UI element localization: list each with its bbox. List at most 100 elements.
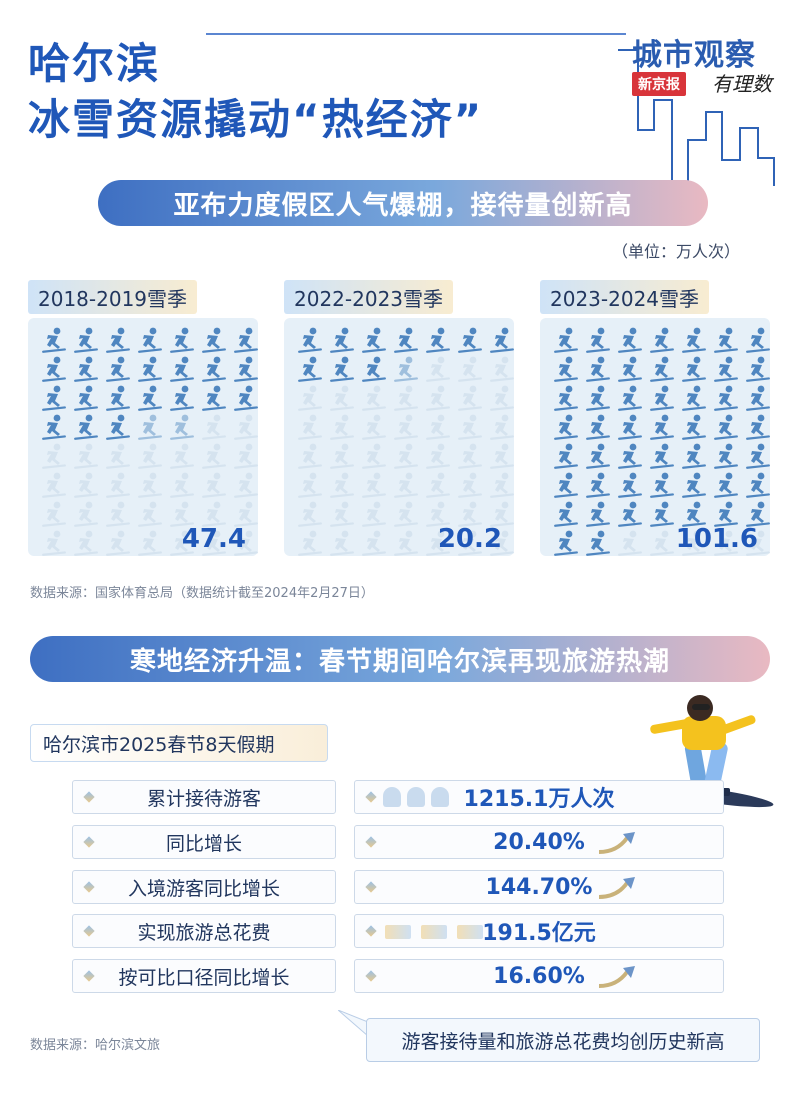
skier-icon xyxy=(360,500,388,528)
person-icon-row xyxy=(383,787,449,807)
skier-icon xyxy=(712,500,740,528)
skier-icon xyxy=(328,529,356,557)
skier-icon xyxy=(488,355,516,383)
skier-icon xyxy=(584,471,612,499)
skier-icon xyxy=(712,384,740,412)
stat-value: 16.60% xyxy=(493,963,585,989)
skier-icon xyxy=(360,529,388,557)
skier-icon xyxy=(168,355,196,383)
page-title-line2: 冰雪资源撬动“热经济” xyxy=(28,95,484,144)
skier-icon xyxy=(456,413,484,441)
stat-label: 入境游客同比增长 xyxy=(127,877,280,900)
skier-icon xyxy=(712,471,740,499)
skier-icon xyxy=(584,413,612,441)
stat-row-label: 入境游客同比增长 xyxy=(72,870,336,904)
skier-icon xyxy=(392,529,420,557)
skier-icon xyxy=(40,529,68,557)
skier-icon xyxy=(328,500,356,528)
skier-icon xyxy=(40,442,68,470)
skier-icon xyxy=(232,529,260,557)
skier-icon xyxy=(552,442,580,470)
skier-icon xyxy=(680,355,708,383)
skier-icon xyxy=(424,326,452,354)
skier-icon xyxy=(488,413,516,441)
skier-icon xyxy=(136,413,164,441)
skier-icon xyxy=(456,355,484,383)
skier-icon xyxy=(712,413,740,441)
skier-icon xyxy=(136,442,164,470)
skier-icon xyxy=(712,529,740,557)
skier-icon xyxy=(744,355,772,383)
skier-icon xyxy=(232,326,260,354)
skier-grid xyxy=(552,326,772,557)
skier-icon xyxy=(648,355,676,383)
skier-icon xyxy=(744,442,772,470)
skier-icon xyxy=(72,413,100,441)
skier-icon xyxy=(296,413,324,441)
trend-up-arrow-icon xyxy=(598,877,635,899)
season-label-2022: 2022-2023雪季 xyxy=(284,280,454,314)
brand-tag: 新京报 xyxy=(632,72,686,96)
skier-icon xyxy=(424,355,452,383)
skier-icon xyxy=(328,384,356,412)
skier-icon xyxy=(296,471,324,499)
stat-value: 191.5亿元 xyxy=(482,921,596,946)
skier-icon xyxy=(200,529,228,557)
skier-icon xyxy=(360,413,388,441)
skier-icon xyxy=(168,442,196,470)
source-note-1: 数据来源：国家体育总局（数据统计截至2024年2月27日） xyxy=(30,586,374,601)
skier-icon xyxy=(136,471,164,499)
skier-icon xyxy=(136,355,164,383)
skier-icon xyxy=(168,471,196,499)
skier-icon xyxy=(328,413,356,441)
skier-icon xyxy=(424,529,452,557)
skier-icon xyxy=(456,500,484,528)
skier-icon xyxy=(648,500,676,528)
trend-up-arrow-icon xyxy=(598,966,635,988)
skier-icon xyxy=(232,471,260,499)
skier-icon xyxy=(744,413,772,441)
diamond-icon xyxy=(83,881,95,893)
skier-icon xyxy=(392,326,420,354)
stat-row-value: 16.60% xyxy=(354,959,724,993)
skier-icon xyxy=(552,471,580,499)
skier-icon xyxy=(296,326,324,354)
skier-icon xyxy=(584,355,612,383)
stat-value: 144.70% xyxy=(485,874,593,900)
skier-icon xyxy=(680,442,708,470)
stat-value: 20.40% xyxy=(493,829,585,855)
skier-icon xyxy=(72,355,100,383)
skier-icon xyxy=(424,384,452,412)
snowboarder-icon xyxy=(650,695,774,808)
skier-icon xyxy=(104,326,132,354)
skier-icon xyxy=(104,442,132,470)
skier-icon xyxy=(584,384,612,412)
stat-row-value: 20.40% xyxy=(354,825,724,859)
skier-icon xyxy=(648,442,676,470)
skier-icon xyxy=(616,442,644,470)
skier-icon xyxy=(488,326,516,354)
skier-icon xyxy=(40,326,68,354)
stat-row-value: 1215.1万人次 xyxy=(354,780,724,814)
section2-banner: 寒地经济升温：春节期间哈尔滨再现旅游热潮 xyxy=(30,636,770,682)
skier-icon xyxy=(424,500,452,528)
skier-grid xyxy=(296,326,516,557)
skier-icon xyxy=(168,326,196,354)
stat-row-label: 按可比口径同比增长 xyxy=(72,959,336,993)
skier-icon xyxy=(232,413,260,441)
skier-icon xyxy=(328,471,356,499)
skier-icon xyxy=(40,413,68,441)
skier-icon xyxy=(296,384,324,412)
skier-icon xyxy=(72,326,100,354)
skier-icon xyxy=(712,326,740,354)
skier-icon xyxy=(72,442,100,470)
section1-banner: 亚布力度假区人气爆棚，接待量创新高 xyxy=(98,180,708,226)
stat-label: 同比增长 xyxy=(165,832,242,855)
season-value: 101.6 xyxy=(675,524,758,554)
stat-row-label: 同比增长 xyxy=(72,825,336,859)
diamond-icon xyxy=(365,881,377,893)
unit-label: （单位：万人次） xyxy=(612,242,741,261)
skier-icon xyxy=(328,442,356,470)
skier-icon xyxy=(552,500,580,528)
skier-icon xyxy=(104,500,132,528)
